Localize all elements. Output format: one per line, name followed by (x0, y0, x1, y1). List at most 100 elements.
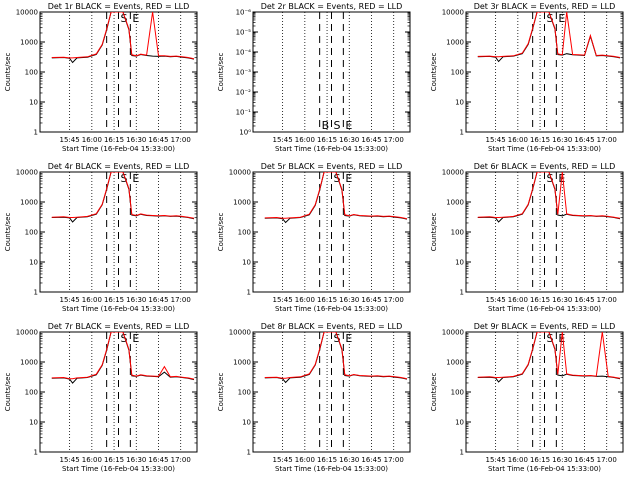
x-tick-label: 16:30 (552, 136, 572, 144)
y-tick-label: 100 (451, 229, 464, 237)
lld-series-line (264, 172, 408, 220)
y-tick-label: 1 (460, 449, 464, 457)
x-tick-label: 16:30 (126, 296, 146, 304)
y-tick-label: 1 (460, 289, 464, 297)
y-tick-label: 10000 (16, 9, 38, 17)
y-tick-label: 100 (238, 389, 251, 397)
y-tick-label: 1 (34, 449, 38, 457)
x-tick-label: 17:00 (384, 296, 404, 304)
panel-title: Det 3r BLACK = Events, RED = LLD (474, 2, 616, 11)
y-tick-label: 10⁻⁴ (236, 49, 252, 57)
x-tick-label: 16:15 (104, 456, 124, 464)
y-tick-label: 10 (29, 99, 38, 107)
lld-series-line (477, 12, 621, 58)
x-tick-label: 15:45 (486, 136, 506, 144)
y-tick-label: 10⁻⁵ (236, 29, 252, 37)
x-tick-label: 15:45 (273, 296, 293, 304)
marker-letter-e: E (132, 332, 139, 345)
x-tick-label: 16:45 (148, 296, 168, 304)
x-tick-label: 16:00 (508, 456, 528, 464)
y-tick-label: 10 (455, 419, 464, 427)
y-tick-label: 10000 (16, 169, 38, 177)
panel-title: Det 5r BLACK = Events, RED = LLD (261, 162, 403, 171)
x-axis-label: Start Time (16-Feb-04 15:33:00) (275, 145, 388, 153)
y-tick-label: 1 (34, 289, 38, 297)
y-axis-label: Counts/sec (217, 53, 225, 92)
x-tick-label: 16:15 (530, 296, 550, 304)
x-axis-label: Start Time (16-Feb-04 15:33:00) (62, 465, 175, 473)
y-tick-label: 10000 (442, 169, 464, 177)
marker-letter-s: S (121, 172, 128, 185)
x-tick-label: 16:45 (148, 136, 168, 144)
x-tick-label: 16:30 (339, 136, 359, 144)
panel-title: Det 4r BLACK = Events, RED = LLD (48, 162, 190, 171)
x-tick-label: 16:00 (82, 296, 102, 304)
x-tick-label: 16:30 (339, 296, 359, 304)
x-tick-label: 16:15 (104, 296, 124, 304)
x-tick-label: 15:45 (273, 456, 293, 464)
x-tick-label: 16:45 (574, 456, 594, 464)
y-tick-label: 1 (247, 449, 251, 457)
x-tick-label: 16:00 (82, 136, 102, 144)
lld-series-line (51, 12, 195, 60)
x-tick-label: 16:00 (508, 296, 528, 304)
y-tick-label: 10 (242, 259, 251, 267)
lld-series-line (264, 332, 408, 380)
x-tick-label: 16:15 (530, 136, 550, 144)
y-tick-label: 1000 (446, 199, 464, 207)
y-tick-label: 100 (451, 69, 464, 77)
y-tick-label: 1 (247, 289, 251, 297)
y-tick-label: 100 (25, 69, 38, 77)
x-axis-label: Start Time (16-Feb-04 15:33:00) (488, 305, 601, 313)
x-tick-label: 17:00 (171, 456, 191, 464)
y-tick-label: 10⁰ (239, 129, 251, 137)
marker-letter-e: E (345, 119, 352, 132)
y-tick-label: 10 (455, 259, 464, 267)
x-tick-label: 16:30 (126, 456, 146, 464)
x-tick-label: 16:30 (552, 456, 572, 464)
y-tick-label: 1000 (233, 199, 251, 207)
marker-letter-s: S (334, 172, 341, 185)
lld-series-line (51, 172, 195, 219)
y-axis-label: Counts/sec (4, 213, 12, 252)
lld-series-line (51, 332, 195, 380)
marker-letter-e: E (345, 172, 352, 185)
x-tick-label: 17:00 (597, 136, 617, 144)
x-tick-label: 16:30 (552, 296, 572, 304)
x-tick-label: 16:15 (317, 296, 337, 304)
x-tick-label: 15:45 (273, 136, 293, 144)
x-tick-label: 16:45 (361, 456, 381, 464)
lld-series-line (477, 172, 621, 219)
x-tick-label: 16:15 (317, 136, 337, 144)
marker-letter-s: S (547, 12, 554, 25)
x-tick-label: 17:00 (384, 136, 404, 144)
marker-letter-s: S (121, 12, 128, 25)
x-tick-label: 17:00 (171, 296, 191, 304)
y-tick-label: 1000 (233, 359, 251, 367)
x-tick-label: 16:00 (295, 136, 315, 144)
y-axis-label: Counts/sec (430, 213, 438, 252)
x-axis-label: Start Time (16-Feb-04 15:33:00) (488, 145, 601, 153)
detector-panel-2: Det 2r BLACK = Events, RED = LLD B S E 10⁰ 10… (217, 2, 411, 153)
x-tick-label: 16:30 (339, 456, 359, 464)
x-tick-label: 17:00 (597, 296, 617, 304)
panel-title: Det 6r BLACK = Events, RED = LLD (474, 162, 616, 171)
x-tick-label: 16:45 (574, 136, 594, 144)
marker-letter-e: E (345, 332, 352, 345)
y-tick-label: 10 (29, 419, 38, 427)
y-tick-label: 1000 (20, 359, 38, 367)
y-tick-label: 1 (34, 129, 38, 137)
y-tick-label: 10⁻¹ (236, 109, 252, 117)
x-tick-label: 15:45 (60, 296, 80, 304)
x-tick-label: 15:45 (486, 456, 506, 464)
x-tick-label: 16:30 (126, 136, 146, 144)
x-tick-label: 16:45 (574, 296, 594, 304)
